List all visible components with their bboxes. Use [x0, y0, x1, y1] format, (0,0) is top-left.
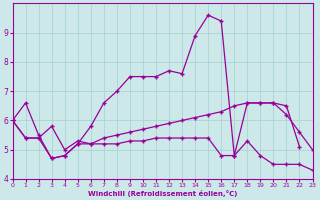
- X-axis label: Windchill (Refroidissement éolien,°C): Windchill (Refroidissement éolien,°C): [88, 190, 237, 197]
